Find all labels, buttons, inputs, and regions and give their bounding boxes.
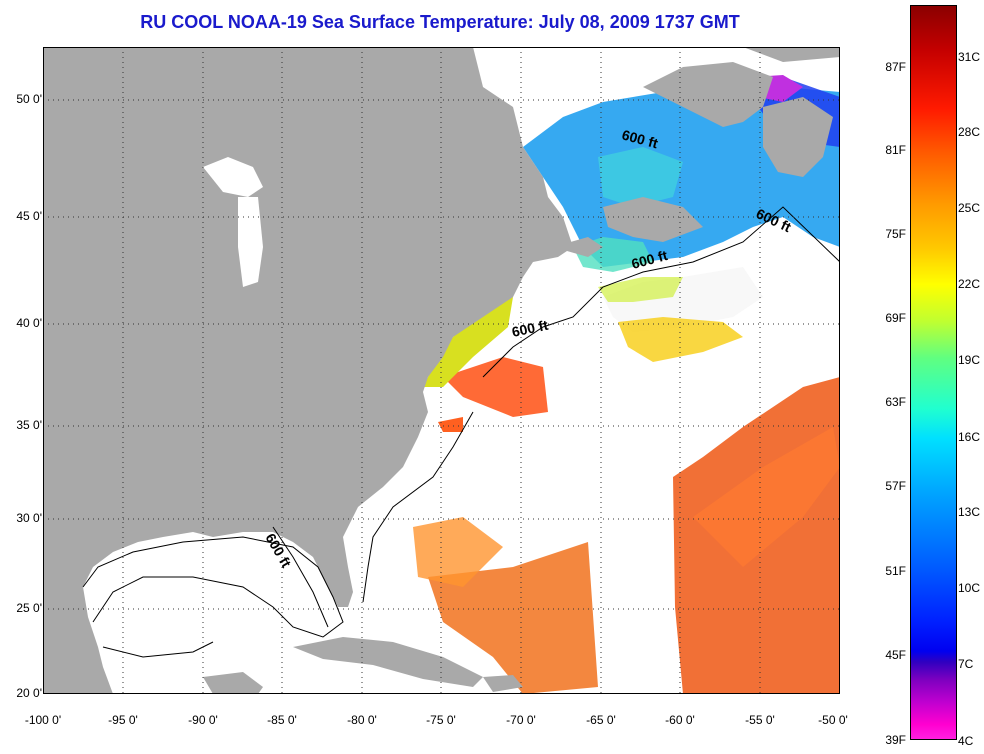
colorbar-f-63: 63F	[885, 395, 906, 409]
colorbar-c-25: 25C	[958, 201, 981, 215]
lon-label-85: -85 0'	[267, 713, 297, 727]
colorbar-f-69: 69F	[885, 311, 906, 325]
lon-label-70: -70 0'	[506, 713, 536, 727]
colorbar-f-51: 51F	[885, 564, 906, 578]
colorbar-f-57: 57F	[885, 479, 906, 493]
colorbar-f-39: 39F	[885, 733, 906, 747]
colorbar-c-31: 31C	[958, 50, 981, 64]
colorbar-f-81: 81F	[885, 143, 906, 157]
colorbar-c-16: 16C	[958, 430, 981, 444]
lon-label-90: -90 0'	[188, 713, 218, 727]
colorbar-f-45: 45F	[885, 648, 906, 662]
map-title: RU COOL NOAA-19 Sea Surface Temperature:…	[140, 12, 740, 32]
colorbar-c-4: 4C	[958, 734, 974, 748]
colorbar-c-19: 19C	[958, 353, 981, 367]
colorbar-c-10: 10C	[958, 581, 981, 595]
lon-label-100: -100 0'	[24, 713, 62, 727]
lat-label-45: 45 0'	[16, 209, 42, 223]
sst-map: 600 ft 600 ft 600 ft 600 ft 600 ft	[43, 47, 840, 694]
lat-label-50: 50 0'	[16, 92, 42, 106]
temperature-colorbar	[910, 5, 957, 740]
lon-label-60: -60 0'	[665, 713, 695, 727]
lat-label-35: 35 0'	[16, 418, 42, 432]
lon-label-50: -50 0'	[818, 713, 848, 727]
lon-label-95: -95 0'	[108, 713, 138, 727]
lat-label-20: 20 0'	[16, 686, 42, 700]
sst-map-graphic: 600 ft 600 ft 600 ft 600 ft 600 ft	[43, 47, 840, 694]
colorbar-c-22: 22C	[958, 277, 981, 291]
colorbar-c-13: 13C	[958, 505, 981, 519]
lat-label-40: 40 0'	[16, 316, 42, 330]
lat-label-25: 25 0'	[16, 601, 42, 615]
colorbar-f-75: 75F	[885, 227, 906, 241]
colorbar-c-28: 28C	[958, 125, 981, 139]
lon-label-75: -75 0'	[426, 713, 456, 727]
colorbar-f-87: 87F	[885, 60, 906, 74]
lon-label-80: -80 0'	[347, 713, 377, 727]
lon-label-55: -55 0'	[745, 713, 775, 727]
colorbar-c-7: 7C	[958, 657, 974, 671]
contour-label-4: 600 ft	[510, 317, 549, 340]
lon-label-65: -65 0'	[586, 713, 616, 727]
lat-label-30: 30 0'	[16, 511, 42, 525]
